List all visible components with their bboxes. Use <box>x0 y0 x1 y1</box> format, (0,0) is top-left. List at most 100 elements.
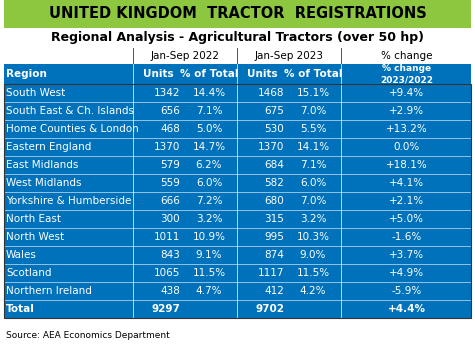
Text: West Midlands: West Midlands <box>6 178 82 188</box>
Text: 315: 315 <box>264 214 284 224</box>
Text: 6.0%: 6.0% <box>196 178 222 188</box>
Text: Jan-Sep 2022: Jan-Sep 2022 <box>151 51 219 61</box>
Text: 843: 843 <box>160 250 180 260</box>
Text: 530: 530 <box>264 124 284 134</box>
Text: 300: 300 <box>161 214 180 224</box>
Text: 675: 675 <box>264 106 284 116</box>
Text: 412: 412 <box>264 286 284 296</box>
Text: Source: AEA Economics Department: Source: AEA Economics Department <box>6 332 170 341</box>
Text: 10.9%: 10.9% <box>192 232 226 242</box>
Text: 14.4%: 14.4% <box>192 88 226 98</box>
Text: -5.9%: -5.9% <box>391 286 422 296</box>
Text: 1011: 1011 <box>153 232 180 242</box>
Text: East Midlands: East Midlands <box>6 160 78 170</box>
Text: 3.2%: 3.2% <box>196 214 222 224</box>
Text: +2.1%: +2.1% <box>389 196 424 206</box>
Bar <box>4 138 471 156</box>
Text: % change: % change <box>381 51 432 61</box>
Bar <box>4 210 471 228</box>
Bar <box>4 174 471 192</box>
Bar <box>4 64 471 84</box>
Text: 874: 874 <box>264 250 284 260</box>
Text: Wales: Wales <box>6 250 37 260</box>
Text: +4.4%: +4.4% <box>388 304 426 314</box>
Text: 666: 666 <box>160 196 180 206</box>
Text: Eastern England: Eastern England <box>6 142 91 152</box>
Text: Total: Total <box>6 304 35 314</box>
Text: 1370: 1370 <box>257 142 284 152</box>
Bar <box>4 28 471 48</box>
Bar <box>4 102 471 120</box>
Text: 5.5%: 5.5% <box>300 124 326 134</box>
Bar <box>4 246 471 264</box>
Text: South East & Ch. Islands: South East & Ch. Islands <box>6 106 134 116</box>
Text: 6.0%: 6.0% <box>300 178 326 188</box>
Text: 684: 684 <box>264 160 284 170</box>
Bar <box>4 192 471 210</box>
Text: % change
2023/2022: % change 2023/2022 <box>380 64 433 84</box>
Bar <box>4 84 471 102</box>
Text: 7.0%: 7.0% <box>300 106 326 116</box>
Text: +9.4%: +9.4% <box>389 88 424 98</box>
Text: 14.7%: 14.7% <box>192 142 226 152</box>
Text: 1342: 1342 <box>153 88 180 98</box>
Text: 438: 438 <box>160 286 180 296</box>
Text: Units: Units <box>247 69 277 79</box>
Text: 4.7%: 4.7% <box>196 286 222 296</box>
Text: 9.0%: 9.0% <box>300 250 326 260</box>
Text: 11.5%: 11.5% <box>192 268 226 278</box>
Text: 680: 680 <box>264 196 284 206</box>
Text: 656: 656 <box>160 106 180 116</box>
Text: 468: 468 <box>160 124 180 134</box>
Bar <box>4 282 471 300</box>
Text: North West: North West <box>6 232 64 242</box>
Text: Jan-Sep 2023: Jan-Sep 2023 <box>255 51 323 61</box>
Text: 14.1%: 14.1% <box>296 142 330 152</box>
Text: Regional Analysis - Agricultural Tractors (over 50 hp): Regional Analysis - Agricultural Tractor… <box>51 32 424 44</box>
Text: % of Total: % of Total <box>284 69 342 79</box>
Text: 582: 582 <box>264 178 284 188</box>
Text: 579: 579 <box>160 160 180 170</box>
Text: +4.1%: +4.1% <box>389 178 424 188</box>
Text: 11.5%: 11.5% <box>296 268 330 278</box>
Text: 7.0%: 7.0% <box>300 196 326 206</box>
Text: Scotland: Scotland <box>6 268 51 278</box>
Text: 995: 995 <box>264 232 284 242</box>
Text: +13.2%: +13.2% <box>386 124 428 134</box>
Text: South West: South West <box>6 88 65 98</box>
Bar <box>4 156 471 174</box>
Text: 9.1%: 9.1% <box>196 250 222 260</box>
Text: 1065: 1065 <box>153 268 180 278</box>
Text: 6.2%: 6.2% <box>196 160 222 170</box>
Text: 559: 559 <box>160 178 180 188</box>
Text: 3.2%: 3.2% <box>300 214 326 224</box>
Text: North East: North East <box>6 214 61 224</box>
Text: Yorkshire & Humberside: Yorkshire & Humberside <box>6 196 132 206</box>
Text: 7.1%: 7.1% <box>196 106 222 116</box>
Text: Units: Units <box>142 69 173 79</box>
Text: +18.1%: +18.1% <box>386 160 428 170</box>
Text: -1.6%: -1.6% <box>391 232 422 242</box>
Text: 7.1%: 7.1% <box>300 160 326 170</box>
Bar <box>4 84 471 318</box>
Bar <box>4 300 471 318</box>
Text: +4.9%: +4.9% <box>389 268 424 278</box>
Text: +5.0%: +5.0% <box>389 214 424 224</box>
Text: +2.9%: +2.9% <box>389 106 424 116</box>
Text: Northern Ireland: Northern Ireland <box>6 286 92 296</box>
Text: 4.2%: 4.2% <box>300 286 326 296</box>
Bar <box>4 48 471 64</box>
Text: Region: Region <box>6 69 47 79</box>
Text: 9702: 9702 <box>255 304 284 314</box>
Text: 7.2%: 7.2% <box>196 196 222 206</box>
Text: Home Counties & London: Home Counties & London <box>6 124 139 134</box>
Text: 1117: 1117 <box>257 268 284 278</box>
Text: 9297: 9297 <box>151 304 180 314</box>
Text: 1370: 1370 <box>153 142 180 152</box>
Bar <box>4 228 471 246</box>
Text: UNITED KINGDOM  TRACTOR  REGISTRATIONS: UNITED KINGDOM TRACTOR REGISTRATIONS <box>48 7 427 21</box>
Text: +3.7%: +3.7% <box>389 250 424 260</box>
Bar <box>4 120 471 138</box>
Text: 0.0%: 0.0% <box>393 142 419 152</box>
Text: 15.1%: 15.1% <box>296 88 330 98</box>
